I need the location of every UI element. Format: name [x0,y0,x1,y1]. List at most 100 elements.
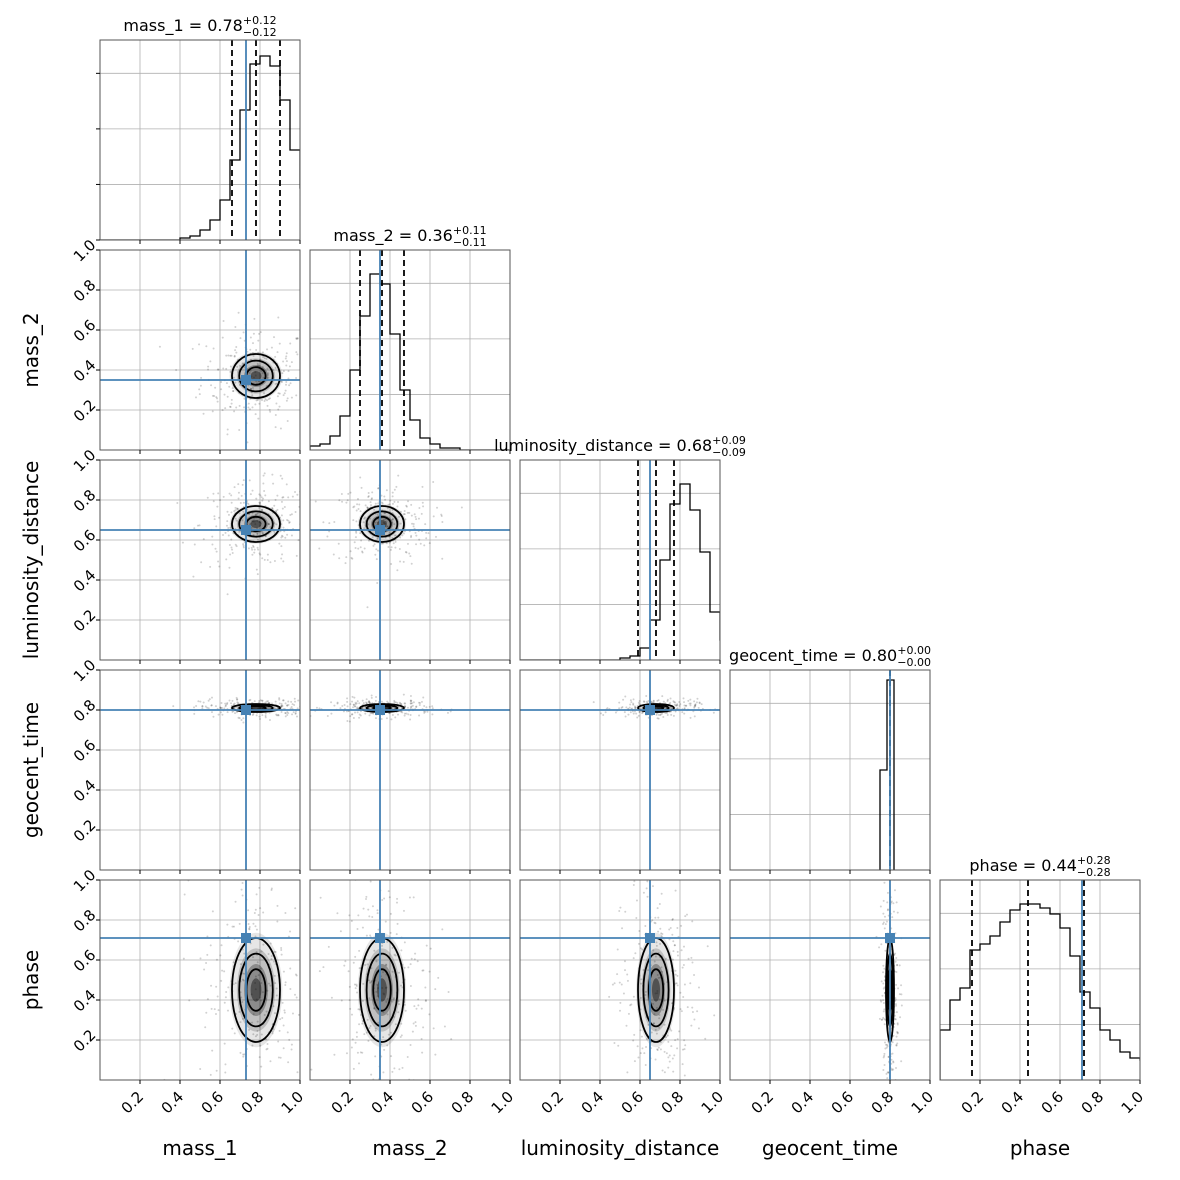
scatter-point [259,699,262,702]
scatter-point [253,548,256,551]
scatter-point [632,698,635,701]
scatter-point [237,491,240,494]
x-tick-label: 0.2 [328,1088,358,1118]
scatter-point [394,701,397,704]
scatter-point [162,863,164,865]
scatter-point [230,494,233,497]
scatter-point [658,1017,661,1020]
scatter-point [304,367,306,369]
scatter-point [712,711,715,714]
scatter-point [261,366,264,369]
scatter-point [218,565,221,568]
scatter-point [403,1003,406,1006]
scatter-point [691,961,694,964]
scatter-point [895,1004,898,1007]
scatter-point [404,551,407,554]
scatter-point [891,1090,893,1092]
scatter-point [344,562,347,565]
scatter-point [228,699,231,702]
scatter-point [263,399,266,402]
scatter-point [385,964,388,967]
scatter-point [354,1169,356,1171]
y-tick-label: 0.8 [70,486,100,516]
scatter-point [255,928,258,931]
scatter-point [231,551,234,554]
scatter-point [277,408,280,411]
scatter-point [198,524,201,527]
scatter-point [267,376,270,379]
scatter-point [645,887,648,890]
scatter-point [284,984,287,987]
scatter-point [215,958,218,961]
scatter-point [420,1038,423,1041]
scatter-point [176,502,179,505]
scatter-point [370,712,373,715]
y-tick-label: 0.6 [70,946,100,976]
scatter-point [400,1022,403,1025]
marginal-panel-phase [940,880,1140,1080]
scatter-point [673,944,676,947]
scatter-point [374,699,377,702]
scatter-point [690,1024,693,1027]
scatter-point [354,987,357,990]
scatter-point [275,402,278,405]
scatter-point [633,710,636,713]
scatter-point [421,501,424,504]
scatter-point [657,713,660,716]
scatter-point [390,718,393,721]
scatter-point [256,519,259,522]
scatter-point [885,920,888,923]
scatter-point [882,899,885,902]
scatter-point [434,988,437,991]
scatter-point [347,492,350,495]
scatter-point [602,714,605,717]
scatter-point [643,700,646,703]
scatter-point [294,712,297,715]
scatter-point [883,1054,886,1057]
scatter-point [237,497,240,500]
scatter-point [691,920,694,923]
title-median: 0.44 [1041,856,1077,875]
scatter-point [360,539,363,542]
x-tick-label: 0.4 [368,1088,398,1118]
pair-panel-luminosity_distance-vs-mass_2 [310,460,510,660]
scatter-point [227,513,230,516]
scatter-point [286,419,289,422]
scatter-point [374,1027,377,1030]
scatter-point [632,883,635,886]
scatter-point [417,1004,420,1007]
scatter-point [291,1012,294,1015]
scatter-point [353,541,356,544]
scatter-point [382,521,385,524]
scatter-point [895,1044,898,1047]
scatter-point [406,511,409,514]
scatter-point [250,387,253,390]
scatter-point [387,890,390,893]
scatter-point [268,408,271,411]
scatter-point [318,707,321,710]
scatter-point [368,701,371,704]
scatter-point [271,1032,274,1035]
scatter-point [224,531,227,534]
scatter-point [290,361,293,364]
grid [730,880,930,1080]
scatter-point [414,952,417,955]
scatter-point [207,707,210,710]
scatter-point [617,1044,620,1047]
scatter-point [386,1044,389,1047]
scatter-point [663,999,666,1002]
scatter-point [656,1049,659,1052]
scatter-point [422,505,425,508]
scatter-point [625,706,628,709]
title-minus: −0.09 [712,446,746,459]
scatter-point [251,512,254,515]
grid [100,460,300,660]
scatter-point [322,966,325,969]
scatter-point [883,1064,886,1067]
scatter-point [295,554,298,557]
scatter-point [279,1056,282,1059]
scatter-point [683,1039,686,1042]
scatter-point [386,940,389,943]
scatter-point [365,898,368,901]
scatter-point [352,703,355,706]
